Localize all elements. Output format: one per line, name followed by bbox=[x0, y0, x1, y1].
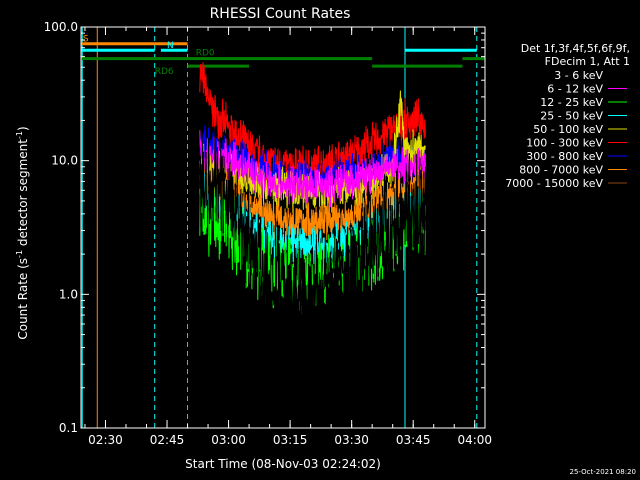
legend-header-line1: Det 1f,3f,4f,5f,6f,9f, bbox=[521, 42, 630, 55]
series-line bbox=[199, 130, 426, 208]
plot-area: S N RD0 RD6 bbox=[81, 27, 485, 428]
legend-item-label: 300 - 800 keV bbox=[526, 150, 603, 163]
legend-item-label: 3 - 6 keV bbox=[554, 69, 603, 82]
y-axis-label-sup1: -1 bbox=[15, 250, 24, 258]
x-tick-label: 03:00 bbox=[211, 433, 246, 447]
flag-label: N bbox=[167, 41, 174, 51]
y-axis-label-main: Count Rate (s bbox=[16, 258, 30, 340]
flag-label: RD6 bbox=[155, 67, 174, 77]
flag-label: S bbox=[83, 35, 89, 45]
legend-item-label: 7000 - 15000 keV bbox=[505, 177, 603, 190]
timestamp: 25-Oct-2021 08:20 bbox=[570, 468, 636, 476]
x-axis: 02:30 02:45 03:00 03:15 03:30 03:45 04:00 bbox=[84, 27, 492, 447]
legend: Det 1f,3f,4f,5f,6f,9f, FDecim 1, Att 1 3… bbox=[505, 42, 630, 190]
legend-item-label: 12 - 25 keV bbox=[540, 96, 603, 109]
x-tick-label: 03:30 bbox=[334, 433, 369, 447]
y-axis: 0.1 1.0 10.0 100.0 bbox=[44, 20, 485, 435]
y-axis-label-end: ) bbox=[16, 126, 30, 131]
y-tick-label: 1.0 bbox=[59, 287, 78, 301]
y-tick-label: 10.0 bbox=[51, 154, 78, 168]
legend-item-label: 25 - 50 keV bbox=[540, 110, 603, 123]
legend-item-label: 100 - 300 keV bbox=[526, 137, 603, 150]
x-tick-label: 04:00 bbox=[457, 433, 492, 447]
x-tick-label: 03:45 bbox=[396, 433, 431, 447]
chart-title: RHESSI Count Rates bbox=[210, 6, 351, 22]
legend-header-line2: FDecim 1, Att 1 bbox=[545, 55, 630, 68]
plot-frame bbox=[80, 26, 486, 429]
x-axis-label: Start Time (08-Nov-03 02:24:02) bbox=[185, 457, 381, 471]
series-line bbox=[199, 178, 426, 315]
series-line bbox=[199, 126, 426, 345]
x-tick-label: 02:30 bbox=[88, 433, 123, 447]
y-tick-label: 0.1 bbox=[59, 421, 78, 435]
legend-item-label: 50 - 100 keV bbox=[533, 123, 603, 136]
x-tick-label: 02:45 bbox=[150, 433, 185, 447]
x-tick-label: 03:15 bbox=[273, 433, 308, 447]
flag-label: RD0 bbox=[196, 49, 215, 59]
y-axis-label-sup2: -1 bbox=[15, 131, 24, 139]
legend-item-label: 6 - 12 keV bbox=[547, 83, 603, 96]
series-line bbox=[199, 125, 426, 198]
legend-item-label: 800 - 7000 keV bbox=[519, 164, 603, 177]
y-axis-label: Count Rate (s-1 detector segment-1) bbox=[15, 126, 30, 339]
y-axis-label-mid: detector segment bbox=[16, 139, 30, 250]
y-tick-label: 100.0 bbox=[44, 20, 78, 34]
series-line bbox=[199, 62, 426, 188]
